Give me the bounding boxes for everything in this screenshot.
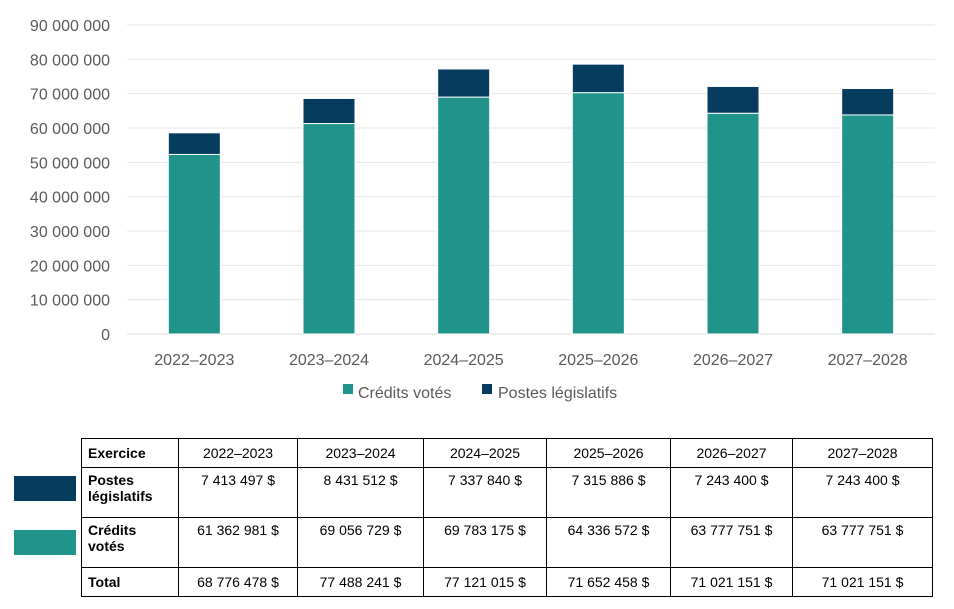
bar-credits-votes bbox=[706, 112, 760, 335]
y-tick-label: 50 000 000 bbox=[30, 155, 110, 172]
bar-postes-legislatifs bbox=[437, 68, 491, 98]
y-tick-label: 0 bbox=[101, 327, 110, 344]
table-cell: 63 777 751 $ bbox=[792, 517, 933, 568]
bar-credits-votes bbox=[437, 96, 491, 335]
table-header-year: 2025–2026 bbox=[546, 438, 671, 468]
table-header-year: 2023–2024 bbox=[297, 438, 424, 468]
legend-swatch-postes-legislatifs-table bbox=[14, 476, 76, 501]
table-header-row: Exercice 2022–2023 2023–2024 2024–2025 2… bbox=[81, 438, 933, 468]
table-cell: 77 121 015 $ bbox=[423, 567, 547, 597]
table-header-year: 2026–2027 bbox=[670, 438, 793, 468]
x-axis: 2022–2023 2023–2024 2024–2025 2025–2026 2026… bbox=[154, 352, 908, 369]
bar-postes-legislatifs bbox=[841, 88, 895, 116]
x-tick-label: 2026–2027 bbox=[693, 352, 773, 369]
y-tick-label: 40 000 000 bbox=[30, 190, 110, 207]
data-table: Exercice 2022–2023 2023–2024 2024–2025 2… bbox=[81, 438, 933, 597]
table-cell: 69 056 729 $ bbox=[297, 517, 424, 568]
y-tick-label: 70 000 000 bbox=[30, 87, 110, 104]
y-tick-label: 20 000 000 bbox=[30, 258, 110, 275]
legend: Crédits votés Postes législatifs bbox=[343, 384, 617, 402]
table-row-credits-votes: Crédits votés 61 362 981 $ 69 056 729 $ … bbox=[81, 517, 933, 568]
x-tick-label: 2024–2025 bbox=[424, 352, 504, 369]
bar-postes-legislatifs bbox=[571, 63, 625, 94]
x-tick-label: 2023–2024 bbox=[289, 352, 369, 369]
table-cell: 63 777 751 $ bbox=[670, 517, 793, 568]
table-cell: 71 021 151 $ bbox=[792, 567, 933, 597]
y-axis: 0 10 000 000 20 000 000 30 000 000 40 000 00… bbox=[30, 18, 110, 344]
bar-credits-votes bbox=[167, 153, 221, 335]
bar-credits-votes bbox=[302, 123, 356, 335]
table-row-postes-legislatifs: Postes législatifs 7 413 497 $ 8 431 512… bbox=[81, 467, 933, 518]
table-cell: 61 362 981 $ bbox=[178, 517, 298, 568]
stacked-bar-chart: 0 10 000 000 20 000 000 30 000 000 40 000 00… bbox=[30, 18, 935, 402]
table-row-label: Postes législatifs bbox=[81, 467, 179, 518]
y-tick-label: 30 000 000 bbox=[30, 224, 110, 241]
table-cell: 69 783 175 $ bbox=[423, 517, 547, 568]
table-cell: 8 431 512 $ bbox=[297, 467, 424, 518]
table-cell: 71 021 151 $ bbox=[670, 567, 793, 597]
table-row-total: Total 68 776 478 $ 77 488 241 $ 77 121 0… bbox=[81, 567, 933, 597]
table-cell: 68 776 478 $ bbox=[178, 567, 298, 597]
table-cell: 64 336 572 $ bbox=[546, 517, 671, 568]
gridlines bbox=[127, 24, 935, 335]
x-tick-label: 2022–2023 bbox=[154, 352, 234, 369]
table-cell: 7 337 840 $ bbox=[423, 467, 547, 518]
table-cell: 7 315 886 $ bbox=[546, 467, 671, 518]
y-tick-label: 10 000 000 bbox=[30, 293, 110, 310]
bar-postes-legislatifs bbox=[167, 132, 221, 155]
x-tick-label: 2025–2026 bbox=[558, 352, 638, 369]
table-row-label: Crédits votés bbox=[81, 517, 179, 568]
table-cell: 7 243 400 $ bbox=[792, 467, 933, 518]
x-tick-label: 2027–2028 bbox=[828, 352, 908, 369]
legend-swatch-postes-legislatifs bbox=[482, 384, 492, 394]
legend-label-credits-votes: Crédits votés bbox=[358, 385, 451, 402]
table-cell: 71 652 458 $ bbox=[546, 567, 671, 597]
bar-postes-legislatifs bbox=[706, 85, 760, 114]
bar-credits-votes bbox=[571, 92, 625, 335]
table-header-year: 2027–2028 bbox=[792, 438, 933, 468]
bars bbox=[167, 63, 895, 335]
y-tick-label: 60 000 000 bbox=[30, 121, 110, 138]
table-header-exercice: Exercice bbox=[81, 438, 179, 468]
legend-swatch-credits-votes-table bbox=[14, 530, 76, 555]
y-tick-label: 80 000 000 bbox=[30, 52, 110, 69]
table-cell: 7 243 400 $ bbox=[670, 467, 793, 518]
table-row-label: Total bbox=[81, 567, 179, 597]
y-tick-label: 90 000 000 bbox=[30, 18, 110, 35]
table-header-year: 2022–2023 bbox=[178, 438, 298, 468]
bar-postes-legislatifs bbox=[302, 97, 356, 125]
legend-swatch-credits-votes bbox=[343, 384, 353, 394]
table-header-year: 2024–2025 bbox=[423, 438, 547, 468]
bar-credits-votes bbox=[841, 114, 895, 335]
legend-label-postes-legislatifs: Postes législatifs bbox=[498, 385, 617, 402]
table-cell: 77 488 241 $ bbox=[297, 567, 424, 597]
table-cell: 7 413 497 $ bbox=[178, 467, 298, 518]
